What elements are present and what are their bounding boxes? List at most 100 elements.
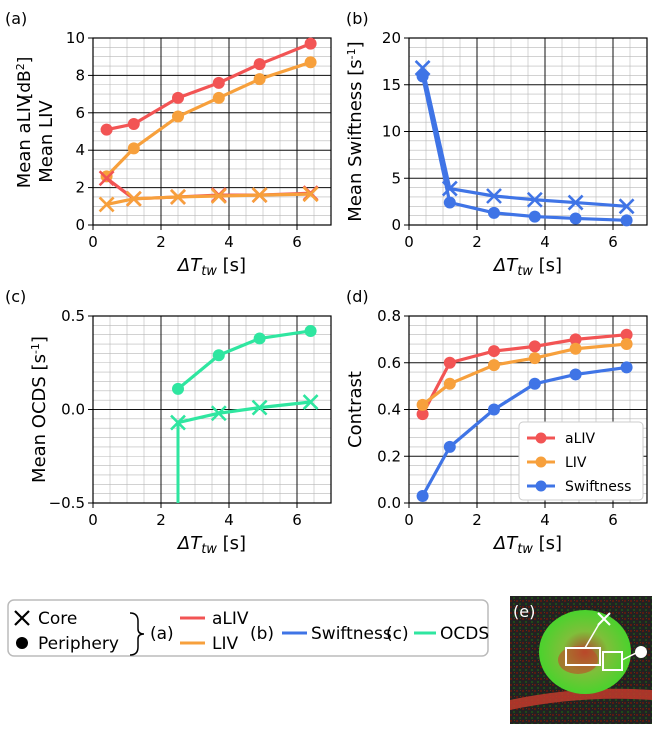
periphery-marker-icon: [16, 637, 28, 649]
legend-ocds-label: OCDS: [440, 624, 489, 644]
data-point: [127, 118, 140, 131]
y-tick-label: 0.0: [377, 494, 401, 512]
x-marker-stroke: [441, 180, 458, 197]
x-tick-label: 4: [224, 511, 234, 529]
panel-label-e: (e): [513, 602, 535, 621]
data-point: [127, 142, 140, 155]
legend-periphery-label: Periphery: [38, 634, 119, 654]
x-marker-stroke: [125, 190, 142, 207]
data-point: [253, 73, 266, 86]
series-line-swiftness: [421, 365, 627, 497]
panel-label-d: (d): [346, 287, 369, 306]
y-axis-label-liv: Mean LIV: [36, 100, 57, 183]
y-axis-label-aliv: Mean aLIV: [14, 94, 35, 188]
data-point: [304, 56, 317, 69]
data-point: [125, 190, 142, 207]
data-point: [172, 91, 184, 104]
data-point: [304, 37, 317, 50]
y-axis-label: Mean OCDS [s-1]: [29, 336, 50, 483]
x-marker-stroke: [98, 196, 115, 213]
data-point: [569, 212, 582, 225]
x-marker-stroke: [170, 414, 186, 431]
x-axis-label: ΔTtw [s]: [492, 255, 562, 279]
data-point: [528, 210, 541, 223]
data-point: [620, 338, 633, 351]
data-point: [618, 198, 635, 215]
legend-liv-label: LIV: [212, 634, 238, 654]
legend-group-c: (c): [386, 624, 409, 644]
data-point: [443, 356, 456, 369]
data-point: [416, 70, 429, 83]
x-tick-label: 0: [404, 511, 414, 529]
data-point: [528, 340, 541, 353]
data-point: [172, 110, 184, 123]
y-axis-label: Mean Swiftness [s-1]: [345, 41, 366, 221]
x-tick-label: 4: [224, 233, 234, 251]
data-point: [443, 196, 456, 209]
y-tick-label: 0.2: [377, 447, 401, 465]
legend-entry-label: aLIV: [565, 431, 596, 447]
y-tick-label: 2: [75, 179, 85, 197]
data-point: [98, 170, 115, 187]
data-point: [567, 194, 584, 211]
legend-aliv-label: aLIV: [212, 609, 249, 629]
legend-group-a: (a): [150, 624, 174, 644]
data-point: [488, 359, 500, 372]
series-line-liv-core: [106, 192, 311, 206]
periphery-roi-dot-icon: [635, 646, 647, 658]
data-point: [172, 382, 184, 395]
panel-label-c: (c): [5, 287, 26, 306]
data-point: [302, 394, 319, 410]
y-axis-unit: [dB2]: [14, 57, 35, 100]
data-point: [569, 333, 582, 346]
y-tick-label: 4: [75, 141, 85, 159]
core-roi-box: [565, 647, 601, 666]
series-line-swiftness-core: [421, 67, 627, 208]
y-tick-label: 20: [382, 29, 401, 47]
data-point: [253, 58, 266, 71]
x-marker-stroke: [210, 405, 227, 422]
y-tick-label: 0: [391, 216, 401, 234]
panel-label-b: (b): [346, 9, 369, 28]
data-point: [416, 408, 429, 421]
data-point: [170, 189, 186, 205]
series-line-liv-periphery: [105, 60, 312, 178]
data-point: [488, 206, 500, 219]
data-point: [620, 361, 633, 374]
y-tick-label: 10: [382, 123, 401, 141]
panel-label-a: (a): [5, 9, 27, 28]
data-point: [212, 91, 225, 104]
x-tick-label: 2: [472, 511, 482, 529]
data-point: [98, 196, 115, 213]
data-point: [302, 186, 319, 203]
x-marker-stroke: [251, 399, 268, 416]
x-marker-stroke: [302, 394, 319, 410]
data-point: [212, 349, 225, 362]
y-tick-label: 0.0: [61, 401, 85, 419]
legend-swatch-dot: [535, 432, 547, 444]
y-tick-label: −0.5: [49, 494, 85, 512]
oct-image-panel: (e): [510, 596, 652, 724]
brace-icon: [129, 612, 145, 656]
plot-frame: [408, 37, 648, 226]
y-tick-label: 0.4: [377, 401, 401, 419]
data-point: [253, 332, 266, 345]
y-tick-label: 0: [75, 216, 85, 234]
data-point: [210, 188, 227, 204]
x-marker-stroke: [251, 187, 268, 203]
core-roi-x-icon: [597, 612, 611, 626]
series-line-ocds-core: [177, 400, 311, 425]
data-point: [416, 398, 429, 411]
y-tick-label: 0.6: [377, 354, 401, 372]
data-point: [528, 377, 541, 390]
x-tick-label: 0: [88, 511, 98, 529]
y-tick-label: 6: [75, 104, 85, 122]
data-point: [569, 342, 582, 355]
x-tick-label: 6: [608, 233, 618, 251]
chart-panel-a: 0 2 4 6 0 2 4 6 8 10 (a) ΔTtw [s] Mean aLIV Mean LIV[…: [5, 9, 332, 279]
data-point: [170, 414, 186, 431]
legend-entry-label: Swiftness: [565, 479, 631, 495]
x-marker-stroke: [486, 188, 502, 204]
y-axis-label: Contrast: [345, 371, 366, 448]
data-point: [212, 76, 225, 89]
